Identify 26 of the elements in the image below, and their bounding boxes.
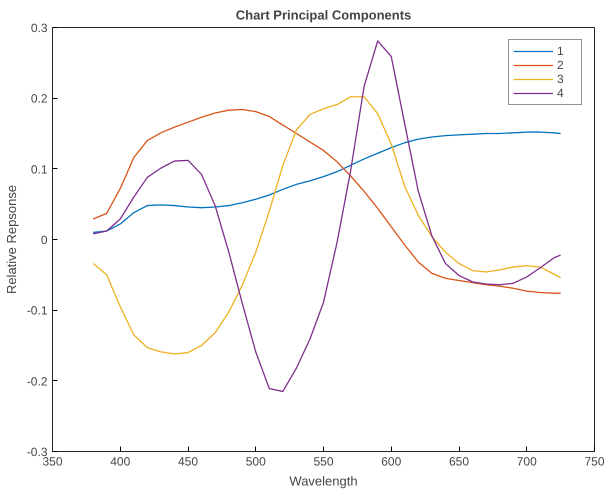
legend-label: 2 — [557, 58, 565, 72]
x-tick-label: 500 — [246, 454, 266, 468]
y-tick-label: -0.1 — [26, 304, 48, 318]
y-tick-label: 0.3 — [30, 21, 48, 35]
legend-label: 4 — [557, 86, 565, 100]
x-tick-label: 350 — [42, 454, 63, 468]
x-axis-title: Wavelength — [289, 474, 358, 488]
y-tick-label: 0 — [40, 233, 48, 247]
y-tick-label: 0.2 — [30, 92, 48, 106]
y-axis-title: Relative Repsonse — [4, 184, 19, 294]
legend-label: 1 — [557, 44, 565, 58]
y-tick-label: -0.2 — [26, 374, 48, 388]
chart-title: Chart Principal Components — [236, 8, 412, 22]
x-tick-label: 650 — [448, 454, 470, 468]
x-tick-label: 550 — [313, 454, 334, 468]
x-tick-label: 750 — [584, 454, 605, 468]
x-tick-label: 600 — [381, 454, 402, 468]
x-tick-label: 450 — [178, 454, 198, 468]
line-series — [92, 96, 562, 355]
legend-label: 3 — [557, 72, 565, 86]
x-tick-label: 400 — [110, 454, 131, 468]
y-tick-label: 0.1 — [30, 162, 48, 176]
x-tick-label: 700 — [516, 454, 538, 468]
line-series — [92, 40, 562, 392]
line-series — [92, 108, 562, 294]
line-series — [92, 131, 562, 234]
